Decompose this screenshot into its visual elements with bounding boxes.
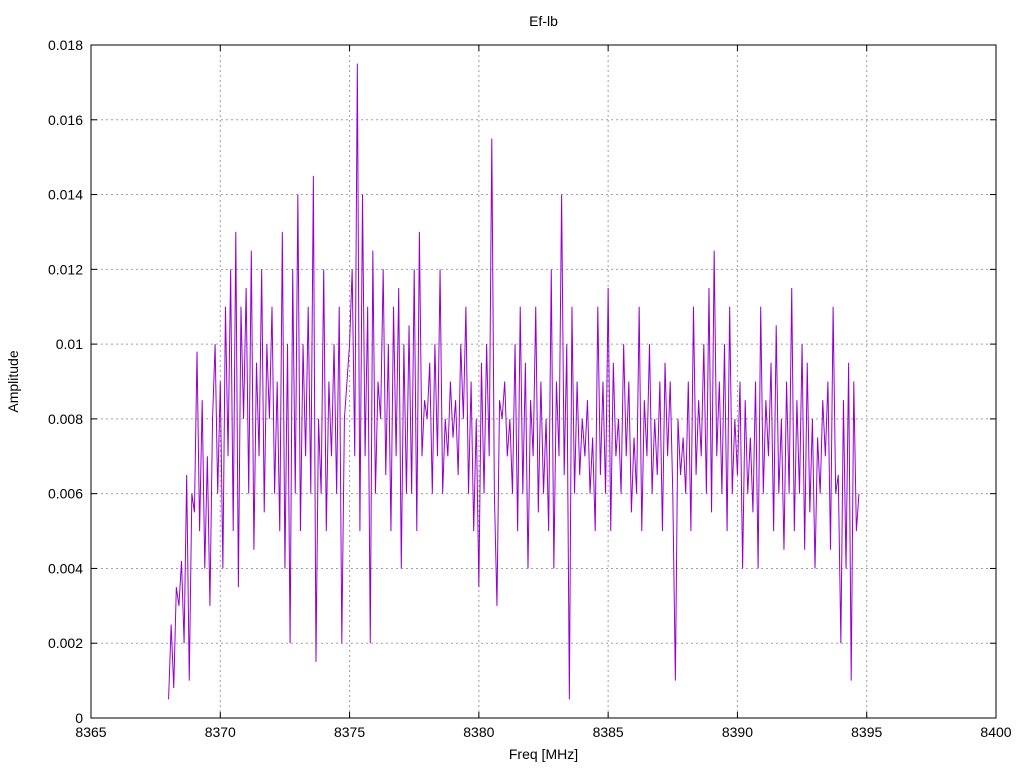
y-tick-label: 0	[75, 710, 83, 726]
x-tick-label: 8375	[334, 724, 365, 740]
x-tick-label: 8380	[463, 724, 494, 740]
y-tick-label: 0.006	[48, 486, 83, 502]
x-tick-label: 8400	[980, 724, 1011, 740]
y-tick-label: 0.016	[48, 112, 83, 128]
y-tick-label: 0.012	[48, 261, 83, 277]
x-tick-label: 8395	[851, 724, 882, 740]
series-line	[168, 63, 860, 700]
y-tick-label: 0.01	[56, 336, 83, 352]
y-tick-label: 0.018	[48, 37, 83, 53]
x-axis-label: Freq [MHz]	[509, 746, 578, 762]
plot-frame	[90, 44, 997, 719]
y-tick-label: 0.008	[48, 411, 83, 427]
y-axis-label: Amplitude	[5, 350, 21, 412]
y-tick-label: 0.014	[48, 187, 83, 203]
tick-labels: 8365 8370 8375 8380 8385 8390 8395 8400 0 0.002 0.…	[48, 37, 1012, 740]
series	[168, 63, 860, 700]
x-tick-label: 8365	[75, 724, 106, 740]
y-tick-label: 0.004	[48, 560, 83, 576]
y-tick-label: 0.002	[48, 635, 83, 651]
chart-title: Ef-lb	[529, 13, 558, 29]
x-tick-label: 8390	[722, 724, 753, 740]
x-tick-label: 8370	[205, 724, 236, 740]
x-tick-label: 8385	[593, 724, 624, 740]
